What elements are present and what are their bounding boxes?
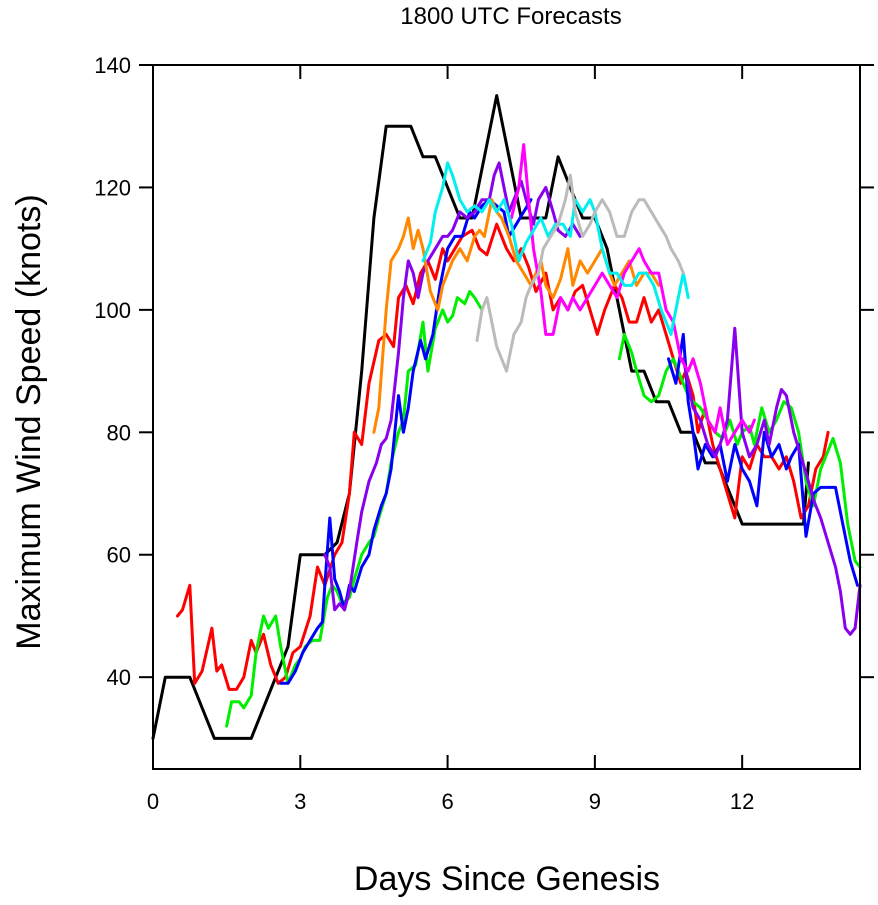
x-tick-label: 6 (441, 789, 453, 814)
y-tick-label: 140 (94, 53, 131, 78)
x-tick-label: 3 (294, 789, 306, 814)
x-tick-label: 0 (147, 789, 159, 814)
series-line-4 (617, 332, 862, 569)
y-axis-title: Maximum Wind Speed (knots) (10, 194, 48, 649)
y-tick-label: 120 (94, 175, 131, 200)
series-line-3 (225, 290, 484, 728)
series-line-10 (509, 143, 756, 446)
y-tick-label: 80 (107, 420, 131, 445)
series-line-8 (681, 326, 862, 636)
x-tick-label: 12 (730, 789, 754, 814)
series-line-6 (667, 332, 859, 587)
y-tick-label: 60 (107, 543, 131, 568)
series-line-1 (151, 94, 810, 740)
series-line-7 (323, 161, 582, 612)
y-tick-label: 40 (107, 665, 131, 690)
series-line-12 (475, 173, 685, 373)
y-axis: 40 60 80 100 120 140 (94, 53, 874, 690)
series-line-2 (176, 222, 830, 691)
x-axis: 0 3 6 9 12 (147, 65, 754, 814)
chart-title: 1800 UTC Forecasts (400, 3, 621, 30)
x-axis-title: Days Since Genesis (354, 860, 660, 898)
x-tick-label: 9 (589, 789, 601, 814)
plot-frame (152, 64, 861, 770)
series-layer (151, 94, 862, 740)
series-line-5 (279, 198, 533, 685)
y-tick-label: 100 (94, 298, 131, 323)
